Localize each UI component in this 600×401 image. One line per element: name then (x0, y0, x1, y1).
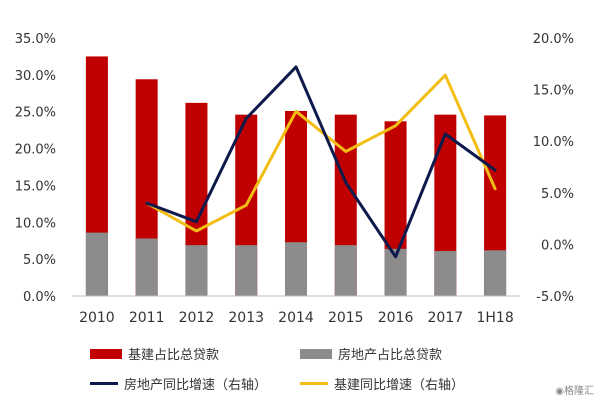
right-tick-label: 0.0% (541, 238, 574, 253)
legend-label: 基建占比总贷款 (128, 348, 220, 363)
legend-item-real-estate-share: 房地产占比总贷款 (300, 344, 442, 363)
left-tick-label: 35.0% (15, 32, 56, 47)
line-real-estate-growth (145, 65, 497, 259)
left-tick-label: 30.0% (15, 69, 56, 84)
line-infrastructure-growth (145, 73, 497, 233)
left-tick-label: 25.0% (15, 106, 56, 121)
bar-real-estate-share (185, 245, 208, 296)
right-tick-label: 20.0% (533, 32, 574, 47)
bar-real-estate-share (384, 248, 407, 296)
bar-real-estate-share (235, 245, 258, 296)
legend-swatch-gray (300, 348, 332, 359)
x-axis: 2010 2011 2012 2013 2014 2015 2016 2017 1H18 (72, 295, 520, 326)
x-tick-label: 2017 (428, 310, 464, 326)
bar-real-estate-share (135, 238, 158, 296)
right-tick-label: 15.0% (533, 84, 574, 99)
x-tick-label: 2011 (129, 310, 165, 326)
left-tick-label: 10.0% (15, 216, 56, 231)
left-tick-label: 5.0% (23, 253, 56, 268)
legend-item-infrastructure-growth: 基建同比增速（右轴） (300, 374, 464, 393)
right-tick-label: -5.0% (536, 290, 574, 305)
watermark-icon: ◉ (555, 386, 564, 397)
left-tick-label: 15.0% (15, 179, 56, 194)
watermark: ◉格隆汇 (555, 382, 594, 397)
x-tick-label: 2016 (378, 310, 414, 326)
x-tick-label: 2012 (179, 310, 215, 326)
bar-real-estate-share (434, 251, 457, 296)
watermark-text: 格隆汇 (564, 386, 594, 397)
legend-label: 基建同比增速（右轴） (334, 378, 465, 393)
x-tick-label: 2015 (328, 310, 364, 326)
left-tick-label: 20.0% (15, 143, 56, 158)
right-tick-label: 5.0% (541, 187, 574, 202)
bar-real-estate-share (334, 245, 357, 296)
bar-infrastructure-share (434, 114, 457, 296)
bars (85, 56, 507, 297)
x-tick-label: 2010 (79, 310, 115, 326)
bar-real-estate-share (484, 250, 507, 296)
legend-swatch-yellow (300, 382, 328, 385)
legend-item-real-estate-growth: 房地产同比增速（右轴） (90, 374, 267, 393)
lines (145, 65, 497, 259)
x-tick-label: 1H18 (476, 310, 513, 326)
left-axis: 0.0% 5.0% 10.0% 15.0% 20.0% 25.0% 30.0% 35.0% (15, 32, 56, 305)
bar-real-estate-share (85, 232, 108, 296)
right-axis: -5.0% 0.0% 5.0% 10.0% 15.0% 20.0% (533, 32, 574, 305)
bar-real-estate-share (285, 242, 307, 296)
left-tick-label: 0.0% (23, 290, 56, 305)
legend-item-infrastructure-share: 基建占比总贷款 (90, 344, 219, 363)
right-tick-label: 10.0% (533, 135, 574, 150)
x-tick-label: 2014 (278, 310, 314, 326)
x-tick-label: 2013 (228, 310, 264, 326)
legend-label: 房地产占比总贷款 (338, 348, 443, 363)
legend-swatch-navy (90, 382, 118, 385)
legend-label: 房地产同比增速（右轴） (124, 378, 268, 393)
legend-swatch-red (90, 348, 122, 359)
